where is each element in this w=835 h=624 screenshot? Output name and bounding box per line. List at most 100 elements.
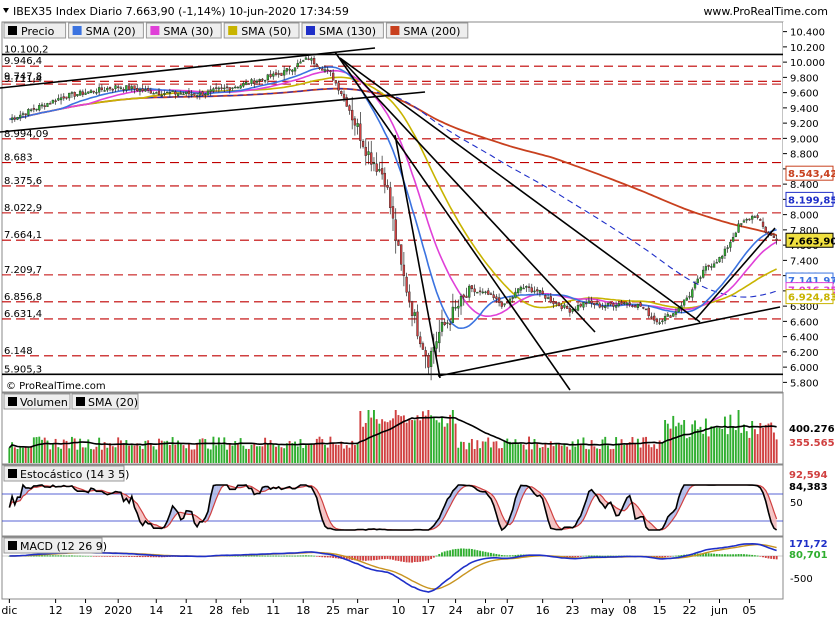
candle-up <box>604 306 606 308</box>
candle-down <box>493 295 495 298</box>
macd-hist-bar <box>125 556 127 557</box>
macd-hist-bar <box>708 553 710 556</box>
candle-up <box>732 237 734 241</box>
volume-bar <box>430 415 432 463</box>
macd-hist-bar <box>509 555 511 556</box>
volume-bar <box>419 420 421 463</box>
candle-down <box>621 302 623 304</box>
candle-down <box>479 291 481 292</box>
candle-down <box>403 265 405 276</box>
volume-bar <box>207 449 209 463</box>
volume-bar <box>512 443 514 463</box>
brand-label[interactable]: www.ProRealTime.com <box>703 5 828 18</box>
candle-down <box>487 291 489 295</box>
macd-hist-bar <box>748 555 750 557</box>
candle-up <box>743 221 745 223</box>
candle-up <box>378 169 380 171</box>
y-tick-label: 10.200 <box>790 43 825 54</box>
candle-down <box>142 89 144 91</box>
candle-up <box>259 79 261 81</box>
candle-up <box>727 248 729 249</box>
candle-up <box>694 284 696 288</box>
candle-down <box>585 303 587 304</box>
macd-hist-bar <box>286 556 288 557</box>
macd-hist-bar <box>757 556 759 557</box>
volume-bar <box>128 446 130 463</box>
volume-bar <box>319 437 321 463</box>
volume-bar <box>229 444 231 463</box>
candle-up <box>523 288 525 289</box>
macd-hist-bar <box>765 556 767 558</box>
volume-bar <box>308 444 310 463</box>
volume-bar <box>242 446 244 463</box>
macd-hist-bar <box>275 556 277 557</box>
macd-hist-bar <box>251 556 253 557</box>
candle-down <box>74 92 76 96</box>
macd-hist-bar <box>514 555 516 557</box>
volume-bar <box>485 442 487 463</box>
volume-bar <box>482 441 484 463</box>
macd-hist-bar <box>261 556 263 557</box>
candle-up <box>525 286 527 287</box>
candle-down <box>193 94 195 96</box>
candle-up <box>95 92 97 93</box>
volume-bar <box>719 428 721 463</box>
candle-down <box>381 168 383 174</box>
y-tick-label: 5.800 <box>790 378 819 389</box>
volume-bar <box>425 416 427 463</box>
macd-hist-bar <box>468 549 470 557</box>
volume-bar <box>55 439 57 463</box>
candle-up <box>212 89 214 92</box>
candle-down <box>316 64 318 66</box>
volume-bar <box>558 443 560 463</box>
volume-bar <box>365 423 367 463</box>
y-tick-label: 8.000 <box>790 211 819 222</box>
macd-hist-bar <box>759 556 761 557</box>
candle-down <box>270 74 272 77</box>
candle-down <box>319 68 321 69</box>
volume-bar <box>368 410 370 463</box>
candle-down <box>392 206 394 218</box>
x-tick-label: 05 <box>742 604 756 617</box>
macd-hist-bar <box>776 556 778 559</box>
level-label: 8.022,9 <box>4 203 42 214</box>
volume-bar <box>223 437 225 463</box>
candle-up <box>713 264 715 268</box>
volume-bar <box>354 445 356 463</box>
candle-up <box>183 94 185 95</box>
macd-hist-bar <box>746 554 748 556</box>
price-tag-label: 8.543,42 <box>788 169 835 180</box>
macd-hist-bar <box>574 556 576 557</box>
candle-down <box>770 234 772 235</box>
macd-hist-bar <box>389 556 391 559</box>
candle-down <box>387 185 389 187</box>
macd-hist-bar <box>593 556 595 557</box>
candle-up <box>414 312 416 315</box>
candle-up <box>729 242 731 247</box>
macd-hist-bar <box>427 556 429 560</box>
candle-down <box>656 319 658 322</box>
legend-label-sma20: SMA (20) <box>86 25 136 38</box>
volume-bar <box>547 448 549 463</box>
volume-bar <box>17 449 19 463</box>
volume-bar <box>670 429 672 463</box>
x-tick-label: 07 <box>500 604 514 617</box>
candle-up <box>667 314 669 316</box>
volume-bar <box>109 443 111 463</box>
volume-bar <box>645 437 647 463</box>
macd-hist-bar <box>713 554 715 557</box>
volume-bar <box>169 445 171 463</box>
volume-bar <box>44 438 46 463</box>
volume-bar <box>460 442 462 463</box>
macd-hist-bar <box>82 556 84 557</box>
volume-bar <box>729 415 731 463</box>
candle-up <box>47 103 49 106</box>
macd-hist-bar <box>419 556 421 562</box>
candle-up <box>161 95 163 96</box>
candle-up <box>746 219 748 220</box>
volume-bar <box>457 448 459 463</box>
volume-bar <box>378 424 380 463</box>
candle-up <box>286 68 288 71</box>
volume-bar <box>115 447 117 463</box>
volume-bar <box>626 443 628 463</box>
